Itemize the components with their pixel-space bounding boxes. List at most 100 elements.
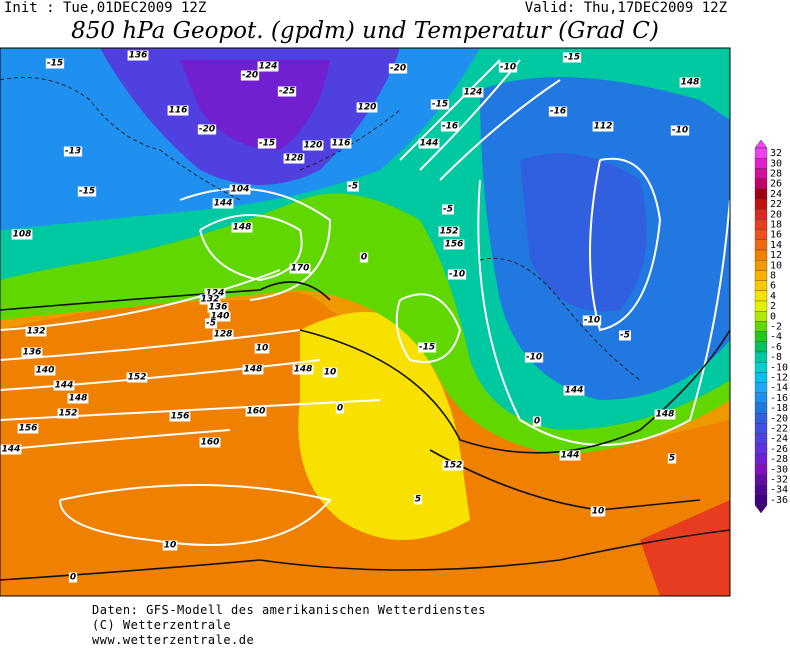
label-box (68, 572, 78, 583)
contour-label: 148 (69, 394, 88, 404)
label-box (245, 406, 267, 417)
legend-label: 0 (770, 311, 776, 322)
legend-swatch (754, 443, 768, 455)
label-box (559, 450, 581, 461)
label-box (199, 294, 221, 305)
legend-swatch (754, 474, 768, 485)
label-box (162, 540, 178, 551)
label-box (127, 50, 149, 61)
legend-swatch (754, 351, 768, 363)
contour-label: 160 (247, 407, 266, 417)
label-box (167, 105, 189, 116)
legend-swatch (754, 494, 768, 506)
contour-label: 144 (55, 381, 74, 391)
contour-label: 124 (464, 88, 483, 98)
legend-label: -10 (770, 362, 788, 373)
label-box (498, 62, 518, 73)
legend-swatch (754, 362, 768, 373)
label-box (53, 380, 75, 391)
contour-label: 148 (244, 365, 263, 375)
label-box (212, 329, 234, 340)
contour-label: 148 (656, 410, 675, 420)
contour-label: -20 (390, 64, 406, 74)
label-box (169, 411, 191, 422)
legend-label: -18 (770, 403, 788, 414)
label-box (548, 106, 568, 117)
contour-label: -16 (550, 107, 566, 117)
label-box (413, 494, 423, 505)
legend-label: -4 (770, 332, 782, 343)
label-box (207, 302, 229, 313)
contour-label: 0 (534, 417, 540, 427)
label-box (0, 444, 22, 455)
label-box (443, 239, 465, 250)
contour-label: 136 (23, 348, 42, 358)
contour-label: 120 (304, 141, 323, 151)
legend-swatch (754, 331, 768, 342)
legend-label: -12 (770, 373, 788, 384)
legend-label: -34 (770, 485, 788, 496)
label-box (254, 343, 270, 354)
legend-label: -20 (770, 413, 788, 424)
legend-swatch (754, 260, 768, 271)
contour-label: -20 (199, 125, 215, 135)
label-box (563, 385, 585, 396)
contour-label: 10 (256, 344, 269, 354)
contour-label: 128 (285, 154, 304, 164)
contour-label: -20 (242, 71, 258, 81)
label-box (242, 364, 264, 375)
contour-label: 116 (169, 106, 188, 116)
contour-label: -5 (206, 319, 216, 329)
legend-label: -26 (770, 444, 788, 455)
contour-label: -15 (79, 187, 95, 197)
legend-label: -2 (770, 322, 782, 333)
contour-label: 148 (233, 223, 252, 233)
contour-label: 144 (420, 139, 439, 149)
legend-label: -16 (770, 393, 788, 404)
label-box (283, 153, 305, 164)
legend-swatch (754, 300, 768, 312)
label-box (205, 318, 217, 329)
legend-swatch (754, 423, 768, 434)
legend-label: 4 (770, 291, 776, 302)
label-box (57, 408, 79, 419)
label-box (462, 87, 484, 98)
label-box (231, 222, 253, 233)
label-box (670, 125, 690, 136)
legend-swatch (754, 219, 768, 230)
legend-label: 14 (770, 240, 782, 251)
legend-swatch (754, 433, 768, 444)
legend-swatch (754, 147, 768, 159)
contour-label: 112 (594, 122, 613, 132)
footer-copyright: (C) Wetterzentrale (92, 618, 231, 632)
contour-label: 144 (561, 451, 580, 461)
legend-label: 20 (770, 209, 782, 220)
label-box (330, 138, 352, 149)
legend-swatch (754, 168, 768, 179)
legend-swatch (754, 239, 768, 251)
label-box (240, 70, 260, 81)
contour-label: 132 (27, 327, 46, 337)
contour-label: -10 (584, 316, 600, 326)
contour-label: -25 (279, 87, 295, 97)
contour-label: 160 (201, 438, 220, 448)
contour-label: 136 (129, 51, 148, 61)
contour-label: 148 (681, 78, 700, 88)
label-box (257, 138, 277, 149)
contour-label: -13 (65, 147, 81, 157)
contour-label: 10 (592, 507, 605, 517)
label-box (322, 367, 338, 378)
legend-swatch (754, 198, 768, 210)
label-box (212, 198, 234, 209)
label-box (582, 315, 602, 326)
legend-swatch (754, 484, 768, 495)
legend-label: 30 (770, 158, 782, 169)
contour-label: -15 (259, 139, 275, 149)
contour-label: 156 (19, 424, 38, 434)
contour-label: -15 (47, 59, 63, 69)
legend-swatch (754, 209, 768, 220)
label-box (25, 326, 47, 337)
map-title: 850 hPa Geopot. (gpdm) und Temperatur (G… (71, 18, 659, 44)
label-box (292, 364, 314, 375)
legend-label: -6 (770, 342, 782, 353)
